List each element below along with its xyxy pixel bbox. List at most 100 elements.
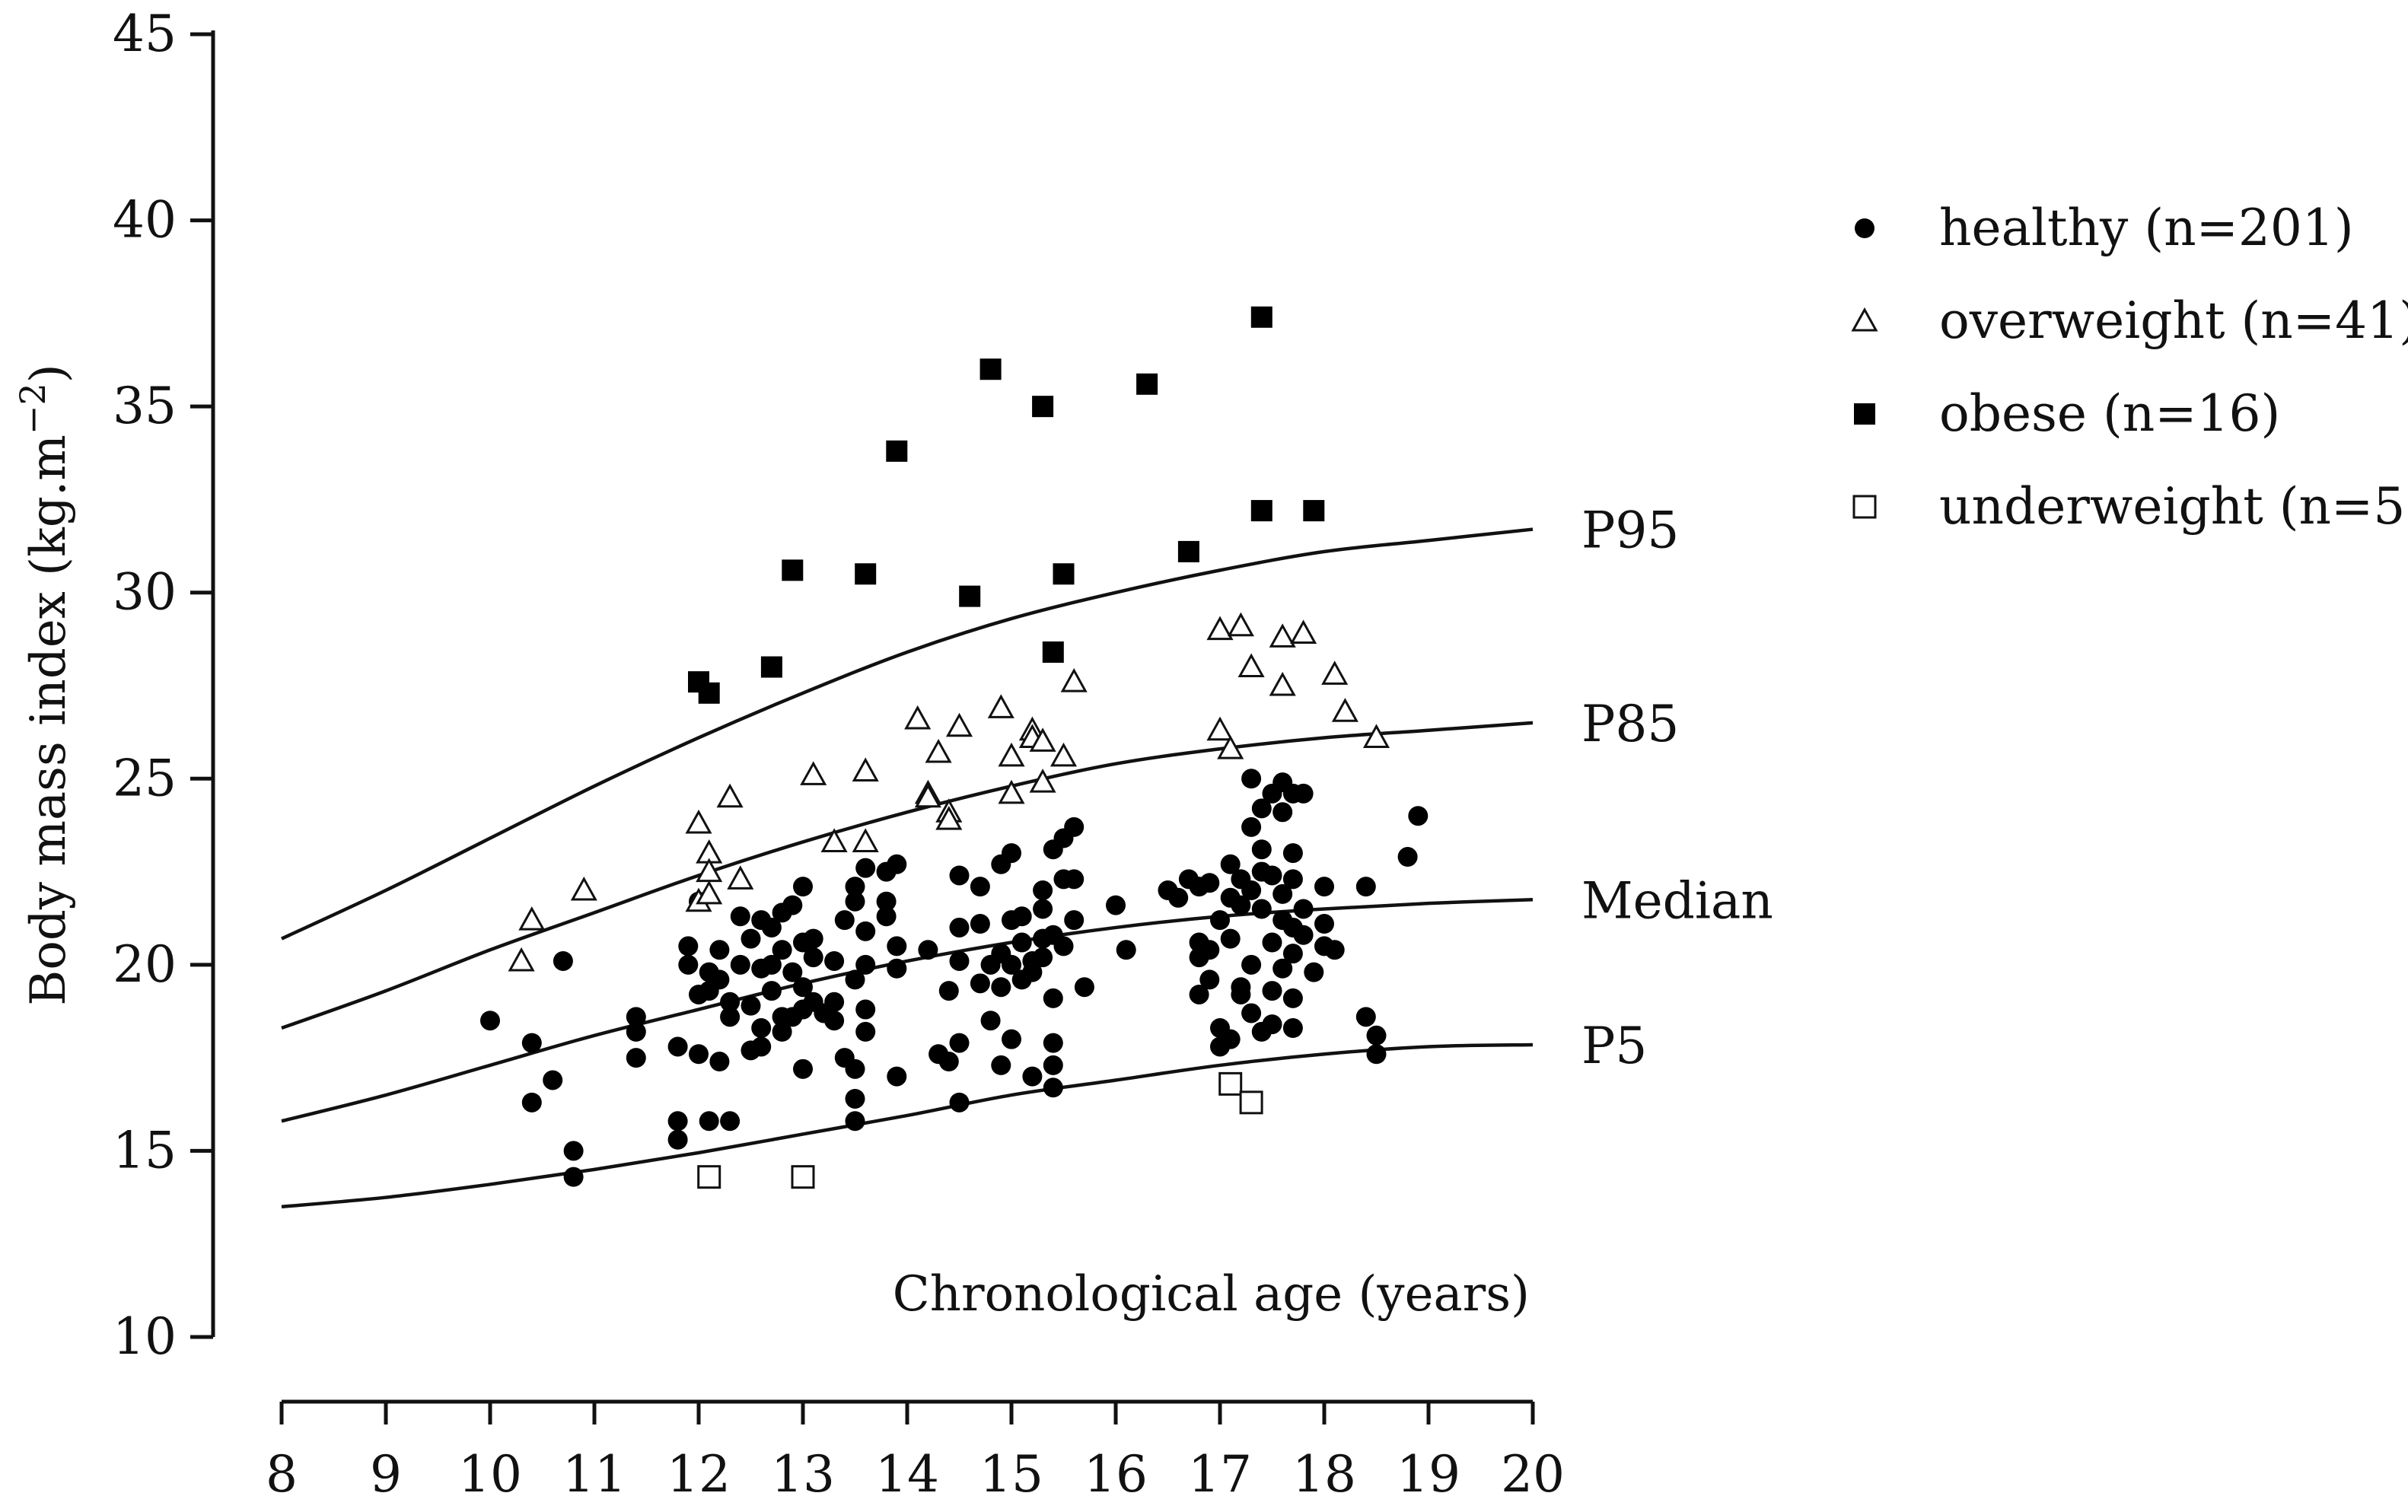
point-healthy	[782, 895, 803, 915]
point-overweight	[518, 906, 546, 931]
point-healthy	[626, 1007, 646, 1027]
point-healthy	[824, 950, 845, 971]
point-healthy	[709, 969, 730, 990]
point-overweight	[852, 828, 879, 852]
point-healthy	[1262, 1014, 1282, 1035]
point-overweight	[727, 865, 754, 890]
point-healthy	[1053, 936, 1074, 957]
point-healthy	[730, 906, 750, 927]
point-healthy	[1002, 1029, 1021, 1049]
legend-label-obese: obese (n=16)	[1939, 384, 2280, 443]
point-healthy	[1366, 1044, 1387, 1065]
point-overweight	[1362, 724, 1390, 748]
point-overweight	[987, 694, 1014, 718]
point-healthy	[855, 921, 876, 941]
x-axis: 8 9 10 11 12 13 14 15 16 17 18 19 20	[266, 1399, 1565, 1504]
point-healthy	[793, 877, 813, 897]
point-healthy	[1022, 1066, 1043, 1087]
point-healthy	[1314, 877, 1334, 897]
point-healthy	[678, 954, 699, 975]
point-healthy	[991, 977, 1011, 998]
point-healthy	[1043, 1033, 1063, 1053]
x-tick-label: 12	[667, 1445, 731, 1504]
point-healthy	[1241, 1003, 1262, 1023]
point-healthy	[563, 1141, 584, 1161]
point-healthy	[741, 928, 761, 949]
point-healthy	[845, 1111, 865, 1132]
point-healthy	[709, 940, 730, 960]
y-tick-label: 10	[113, 1307, 177, 1366]
point-healthy	[772, 940, 792, 960]
point-healthy	[845, 877, 865, 897]
point-overweight	[508, 947, 535, 972]
legend-marker-overweight	[1851, 307, 1878, 332]
legend-marker-underweight	[1852, 495, 1877, 519]
curve-label-p85: P85	[1581, 695, 1679, 753]
point-healthy	[1282, 988, 1303, 1008]
data-points	[480, 306, 1429, 1189]
point-healthy	[876, 891, 897, 912]
point-overweight	[914, 783, 941, 808]
point-healthy	[1064, 869, 1085, 890]
point-healthy	[1033, 899, 1053, 919]
point-overweight	[1331, 698, 1358, 722]
point-obese	[979, 358, 1002, 380]
point-healthy	[1011, 906, 1032, 927]
point-healthy	[1231, 895, 1251, 915]
point-obese	[886, 440, 908, 462]
legend-label-overweight: overweight (n=41)	[1939, 291, 2408, 350]
point-healthy	[1251, 839, 1272, 860]
curve-p95	[281, 527, 1534, 941]
curve-p5	[281, 1042, 1534, 1209]
point-healthy	[855, 1021, 876, 1042]
point-healthy	[1324, 940, 1345, 960]
x-tick-label: 13	[771, 1445, 835, 1504]
y-ticks: 10 15 20 25 30 35 40 45	[113, 5, 213, 1366]
point-healthy	[991, 1055, 1011, 1075]
point-healthy	[855, 954, 876, 975]
point-healthy	[1002, 843, 1021, 864]
point-healthy	[970, 914, 990, 934]
point-obese	[782, 559, 804, 581]
point-obese	[1177, 540, 1199, 562]
point-healthy	[1064, 816, 1085, 837]
point-obese	[1136, 373, 1158, 395]
point-healthy	[1272, 802, 1293, 823]
point-overweight	[904, 705, 932, 730]
y-axis-label-text: Body mass index (kg.m	[21, 435, 77, 1006]
point-healthy	[1241, 769, 1262, 789]
point-healthy	[521, 1092, 542, 1113]
point-overweight	[1269, 623, 1296, 648]
curve-p85	[281, 721, 1534, 1030]
curve-median	[281, 898, 1534, 1123]
point-healthy	[709, 1052, 730, 1072]
point-overweight	[716, 783, 744, 808]
point-healthy	[720, 992, 741, 1012]
point-healthy	[918, 940, 938, 960]
point-healthy	[1251, 899, 1272, 919]
point-healthy	[887, 854, 907, 874]
point-healthy	[949, 950, 970, 971]
point-healthy	[1304, 962, 1324, 982]
point-overweight	[820, 828, 848, 852]
point-healthy	[1241, 880, 1262, 901]
point-overweight	[696, 880, 723, 905]
point-healthy	[1262, 981, 1282, 1001]
point-healthy	[970, 973, 990, 994]
point-obese	[1032, 396, 1054, 418]
point-healthy	[1282, 944, 1303, 964]
legend-marker-healthy	[1855, 218, 1874, 238]
x-ticks: 8 9 10 11 12 13 14 15 16 17 18 19 20	[266, 1402, 1565, 1504]
point-healthy	[845, 1088, 865, 1109]
point-healthy	[1064, 910, 1085, 931]
point-healthy	[667, 1111, 688, 1132]
point-healthy	[521, 1033, 542, 1053]
point-overweight	[925, 738, 952, 763]
point-healthy	[1011, 932, 1032, 953]
point-healthy	[1282, 869, 1303, 890]
point-overweight	[1269, 671, 1296, 696]
x-tick-label: 10	[458, 1445, 522, 1504]
legend: healthy (n=201) overweight (n=41) obese (n…	[1851, 199, 2408, 536]
x-tick-label: 16	[1084, 1445, 1148, 1504]
y-axis-label-close: )	[21, 364, 77, 383]
